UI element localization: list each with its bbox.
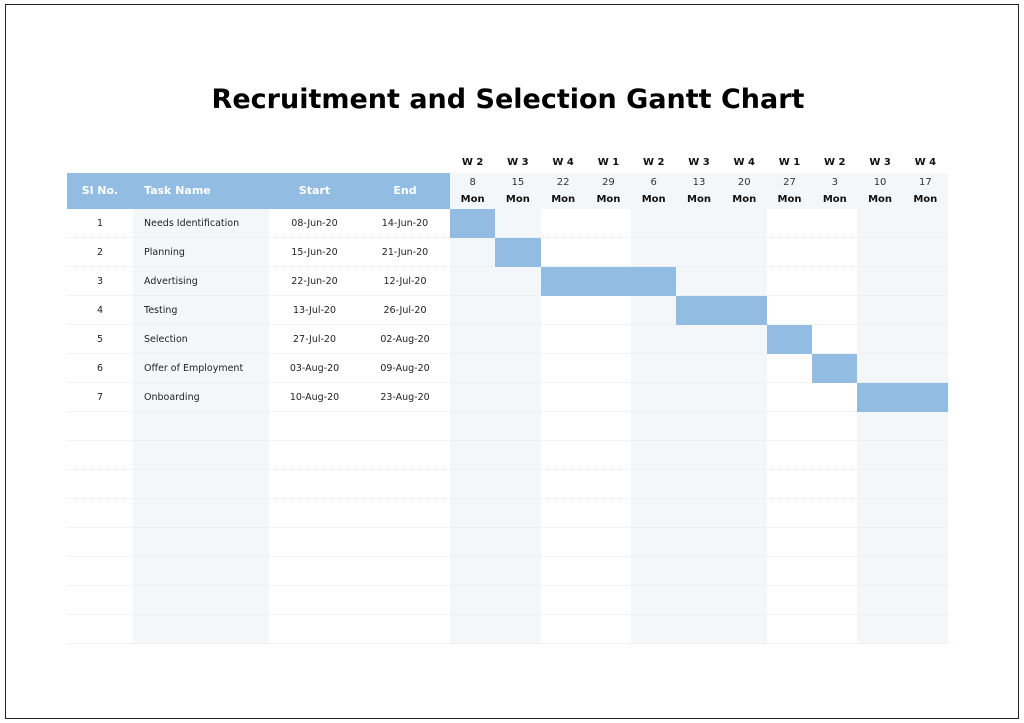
week-day: Mon <box>868 194 893 205</box>
task-name: Advertising <box>144 276 198 287</box>
week-day: Mon <box>777 194 802 205</box>
week-day: Mon <box>641 194 666 205</box>
week-date: 13 <box>692 177 706 188</box>
gantt-bar <box>495 238 541 267</box>
task-name: Selection <box>144 334 188 345</box>
end-date: 23-Aug-20 <box>380 392 430 403</box>
sl-no: 3 <box>96 276 104 287</box>
week-date: 10 <box>873 177 887 188</box>
sl-no: 7 <box>96 392 104 403</box>
gantt-bar <box>857 383 948 412</box>
week-label: W 1 <box>778 157 801 168</box>
table-row: 7 Onboarding 10-Aug-20 23-Aug-20 <box>67 383 948 412</box>
header-end: End <box>393 184 417 197</box>
start-date: 08-Jun-20 <box>291 218 338 229</box>
week-date: 17 <box>918 177 932 188</box>
timeline-header <box>450 173 948 209</box>
gantt-bar <box>540 267 677 296</box>
week-column-shade <box>857 209 904 644</box>
week-column-shade <box>676 209 723 644</box>
task-name: Onboarding <box>144 392 200 403</box>
table-row: 5 Selection 27-Jul-20 02-Aug-20 <box>67 325 948 354</box>
table-row <box>67 412 948 441</box>
week-day: Mon <box>505 194 530 205</box>
week-day: Mon <box>822 194 847 205</box>
week-date: 8 <box>469 177 476 188</box>
start-date: 15-Jun-20 <box>291 247 338 258</box>
table-row <box>67 499 948 528</box>
week-column-shade <box>495 209 542 644</box>
header-sl-no: Sl No. <box>81 184 119 197</box>
table-header: Sl No. Task Name Start End <box>67 173 450 209</box>
start-date: 22-Jun-20 <box>291 276 338 287</box>
table-row: 3 Advertising 22-Jun-20 12-Jul-20 <box>67 267 948 296</box>
page-frame <box>5 4 1019 719</box>
week-label: W 4 <box>733 157 755 168</box>
gantt-bar <box>812 354 858 383</box>
table-row: 4 Testing 13-Jul-20 26-Jul-20 <box>67 296 948 325</box>
start-date: 03-Aug-20 <box>289 363 340 374</box>
end-date: 12-Jul-20 <box>383 276 427 287</box>
task-name: Planning <box>144 247 185 258</box>
page-title: Recruitment and Selection Gantt Chart <box>211 84 805 115</box>
table-row <box>67 615 948 644</box>
table-row <box>67 441 948 470</box>
week-label: W 2 <box>461 157 484 168</box>
table-row: 6 Offer of Employment 03-Aug-20 09-Aug-20 <box>67 354 948 383</box>
task-column-shade <box>133 209 269 644</box>
task-name: Testing <box>144 305 178 316</box>
header-task-name: Task Name <box>144 184 211 197</box>
week-day: Mon <box>460 194 485 205</box>
week-date: 15 <box>511 177 525 188</box>
sl-no: 1 <box>96 218 104 229</box>
week-label: W 1 <box>597 157 620 168</box>
week-day: Mon <box>913 194 938 205</box>
end-date: 21-Jun-20 <box>381 247 429 258</box>
week-label: W 3 <box>688 157 710 168</box>
week-label: W 2 <box>642 157 665 168</box>
week-date: 20 <box>737 177 751 188</box>
gantt-bar <box>450 209 496 238</box>
week-day: Mon <box>687 194 711 205</box>
week-date: 29 <box>602 177 615 188</box>
table-row <box>67 586 948 615</box>
sl-no: 6 <box>96 363 104 374</box>
sl-no: 2 <box>96 247 104 258</box>
week-date: 3 <box>831 177 838 188</box>
sl-no: 5 <box>96 334 104 345</box>
start-date: 10-Aug-20 <box>289 392 340 403</box>
week-label: W 4 <box>914 157 937 168</box>
week-label: W 3 <box>869 157 891 168</box>
task-name: Needs Identification <box>144 218 240 229</box>
header-start: Start <box>298 184 331 197</box>
week-day: Mon <box>551 194 576 205</box>
start-date: 27-Jul-20 <box>292 334 337 345</box>
week-column-shade <box>902 209 949 644</box>
table-row <box>67 470 948 499</box>
week-day: Mon <box>596 194 621 205</box>
task-name: Offer of Employment <box>144 363 244 374</box>
week-column-shade <box>450 209 496 644</box>
table-row: 1 Needs Identification 08-Jun-20 14-Jun-20 <box>67 209 948 238</box>
sl-no: 4 <box>96 305 104 316</box>
week-label: W 3 <box>507 157 529 168</box>
end-date: 09-Aug-20 <box>380 363 430 374</box>
gantt-bar <box>676 296 767 325</box>
table-row <box>67 557 948 586</box>
week-date: 22 <box>556 177 570 188</box>
week-column-shade <box>721 209 768 644</box>
end-date: 02-Aug-20 <box>380 334 430 345</box>
week-date: 6 <box>650 177 657 188</box>
end-date: 14-Jun-20 <box>381 218 429 229</box>
week-date: 27 <box>783 177 796 188</box>
week-label: W 4 <box>552 157 574 168</box>
gantt-bar <box>766 325 813 354</box>
table-row <box>67 528 948 557</box>
week-day: Mon <box>732 194 757 205</box>
week-label: W 2 <box>824 157 846 168</box>
start-date: 13-Jul-20 <box>292 305 337 316</box>
end-date: 26-Jul-20 <box>383 305 427 316</box>
